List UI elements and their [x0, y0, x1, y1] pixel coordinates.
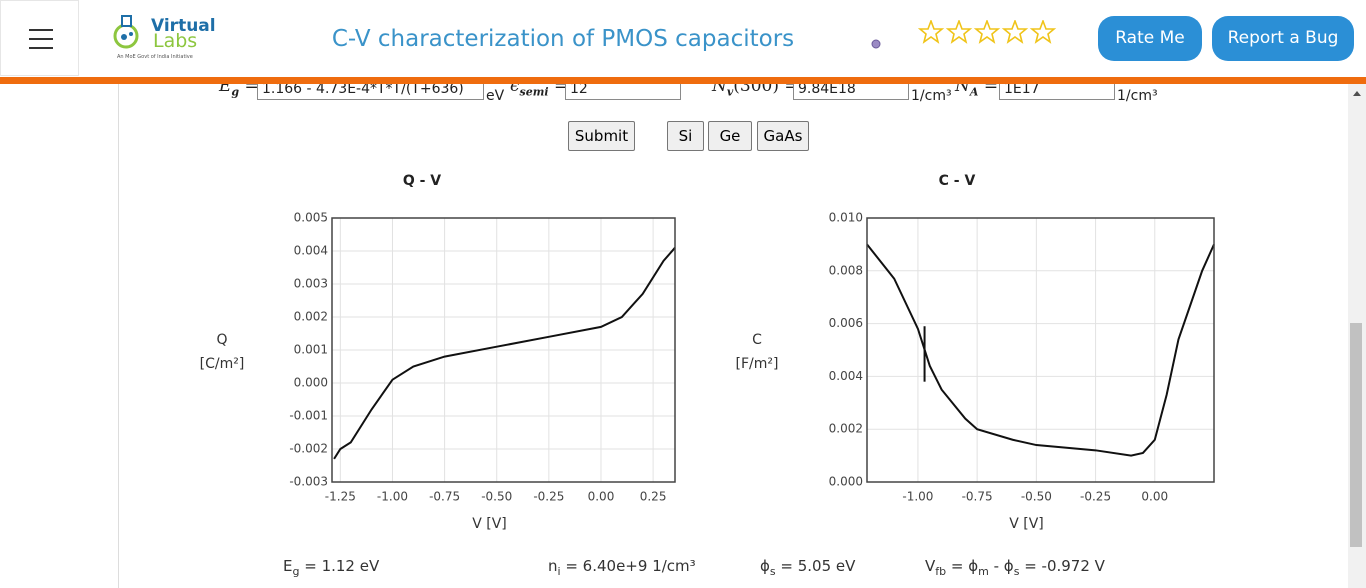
plot-frame — [331, 217, 676, 483]
unit: 1/cm³ — [1117, 88, 1158, 104]
menu-button[interactable] — [0, 0, 79, 76]
x-tick-label: 0.00 — [1141, 490, 1168, 504]
y-tick-label: 0.003 — [294, 277, 328, 291]
form-button[interactable]: Si — [667, 121, 704, 151]
x-tick-label: -1.00 — [377, 490, 408, 504]
scrollbar[interactable] — [1348, 84, 1366, 588]
logo-tagline: An MoE Govt of India Initiative — [117, 54, 193, 60]
x-tick-label: -0.75 — [429, 490, 460, 504]
y-tick-label: 0.001 — [294, 343, 328, 357]
chart-title: C - V — [939, 173, 976, 189]
rate-button[interactable]: Rate Me — [1098, 16, 1202, 61]
x-tick-label: -0.75 — [962, 490, 993, 504]
y-axis-label: Q — [216, 332, 227, 348]
logo-name2: Labs — [153, 30, 198, 52]
y-tick-label: 0.002 — [294, 310, 328, 324]
y-tick-label: 0.004 — [829, 369, 863, 383]
y-tick-label: 0.002 — [829, 422, 863, 436]
x-tick-label: -0.50 — [481, 490, 512, 504]
x-axis-label: V [V] — [1009, 516, 1044, 532]
scroll-up[interactable] — [1348, 84, 1366, 102]
y-axis-label: C — [752, 332, 762, 348]
logo-icon — [113, 15, 139, 49]
form-button[interactable]: GaAs — [757, 121, 809, 151]
text: = 5.05 eV — [775, 557, 856, 575]
y-axis-unit: [C/m²] — [200, 356, 245, 372]
y-axis-unit: [F/m²] — [736, 356, 779, 372]
data-line — [333, 247, 676, 460]
y-tick-label: -0.002 — [289, 442, 328, 456]
text: ϕ — [760, 557, 770, 575]
scroll-thumb[interactable] — [1350, 323, 1362, 547]
subscript: v — [726, 85, 734, 99]
text: = 6.40e+9 1/cm³ — [560, 557, 696, 575]
header: Virtual Labs An MoE Govt of India Initia… — [0, 0, 1366, 77]
y-tick-label: 0.000 — [294, 376, 328, 390]
y-tick-label: 0.000 — [829, 475, 863, 489]
y-tick-label: 0.005 — [294, 211, 328, 225]
chart-title: Q - V — [403, 173, 441, 189]
subscript: g — [292, 565, 300, 578]
text: E — [283, 557, 293, 575]
input-field[interactable]: 1.166 - 4.73E-4*T*T/(T+636) — [257, 79, 484, 100]
subscript: fb — [935, 565, 947, 578]
x-axis-label: V [V] — [472, 516, 507, 532]
text: = 1.12 eV — [299, 557, 380, 575]
subscript: A — [969, 85, 979, 99]
subscript: g — [231, 85, 240, 99]
x-tick-label: 0.25 — [640, 490, 667, 504]
y-tick-label: 0.004 — [294, 244, 328, 258]
header-bar — [0, 77, 1366, 84]
unit: 1/cm³ — [911, 88, 952, 104]
unit: eV — [486, 88, 505, 104]
x-tick-label: -1.25 — [325, 490, 356, 504]
content-border — [118, 84, 119, 588]
text: - ϕ — [988, 557, 1014, 575]
text: V — [925, 557, 936, 575]
y-tick-label: 0.010 — [829, 211, 863, 225]
data-line — [866, 243, 1215, 457]
subscript: i — [557, 565, 561, 578]
x-tick-label: 0.00 — [588, 490, 615, 504]
report-button[interactable]: Report a Bug — [1212, 16, 1354, 61]
text: = ϕ — [946, 557, 979, 575]
text: n — [548, 557, 558, 575]
form-button[interactable]: Submit — [568, 121, 635, 151]
x-tick-label: -0.25 — [533, 490, 564, 504]
plot-frame — [866, 217, 1215, 483]
logo-name: Virtual — [151, 16, 216, 36]
result: ni = 6.40e+9 1/cm³ — [548, 557, 696, 578]
y-tick-label: -0.001 — [289, 409, 328, 423]
x-tick-label: -1.00 — [902, 490, 933, 504]
input-field[interactable]: 9.84E18 — [793, 79, 909, 100]
status-icon — [871, 39, 881, 49]
result: Eg = 1.12 eV — [283, 557, 379, 578]
subscript: semi — [519, 85, 549, 99]
x-tick-label: -0.50 — [1021, 490, 1052, 504]
page-title: C-V characterization of PMOS capacitors — [331, 26, 795, 52]
subscript: s — [769, 565, 776, 578]
subscript: s — [1013, 565, 1020, 578]
text: = -0.972 V — [1019, 557, 1105, 575]
text: ϵ — [510, 76, 520, 96]
result: Vfb = ϕm - ϕs = -0.972 V — [925, 557, 1105, 578]
y-tick-label: 0.008 — [829, 263, 863, 277]
y-tick-label: 0.006 — [829, 316, 863, 330]
result: ϕs = 5.05 eV — [760, 557, 855, 578]
x-tick-label: -0.25 — [1080, 490, 1111, 504]
form-button[interactable]: Ge — [708, 121, 752, 151]
rating-stars[interactable] — [918, 20, 1058, 46]
y-tick-label: -0.003 — [289, 475, 328, 489]
subscript: m — [978, 565, 989, 578]
